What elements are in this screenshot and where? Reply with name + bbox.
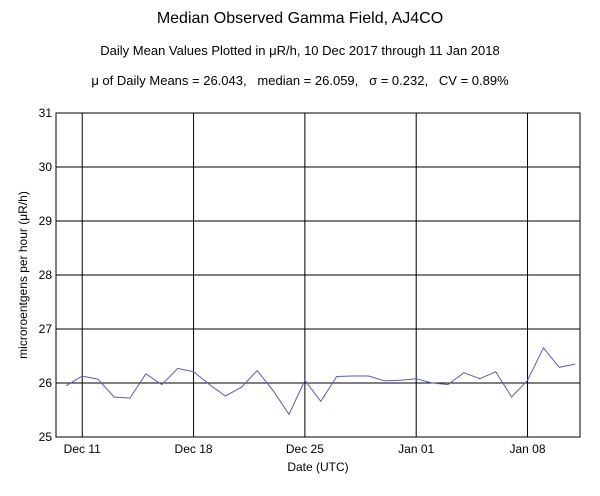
y-tick-label: 26: [39, 376, 53, 390]
chart-subtitle: Daily Mean Values Plotted in μR/h, 10 De…: [100, 43, 500, 58]
x-axis-label: Date (UTC): [287, 460, 348, 474]
gridlines: [56, 112, 580, 438]
chart-stats-line: μ of Daily Means = 26.043, median = 26.0…: [91, 73, 509, 88]
y-tick-label: 29: [39, 214, 53, 228]
y-tick-label: 28: [39, 268, 53, 282]
x-tick-label: Dec 18: [175, 442, 213, 456]
chart-title: Median Observed Gamma Field, AJ4CO: [156, 10, 444, 27]
x-tick-label: Jan 01: [398, 442, 434, 456]
y-tick-label: 30: [39, 160, 53, 174]
y-axis-label: microroentgens per hour (μR/h): [16, 191, 30, 359]
y-tick-label: 31: [39, 106, 53, 120]
x-axis-ticks: Dec 11 Dec 18 Dec 25 Jan 01 Jan 08: [64, 442, 546, 456]
series-line: [66, 346, 576, 416]
y-tick-label: 27: [39, 322, 53, 336]
plot-frame: [55, 112, 581, 438]
x-tick-label: Dec 11: [64, 442, 101, 456]
x-tick-label: Dec 25: [286, 442, 324, 456]
y-tick-label: 25: [39, 430, 53, 444]
y-axis-ticks: 25 26 27 28 29 30 31: [39, 106, 53, 444]
x-tick-label: Jan 08: [510, 442, 546, 456]
